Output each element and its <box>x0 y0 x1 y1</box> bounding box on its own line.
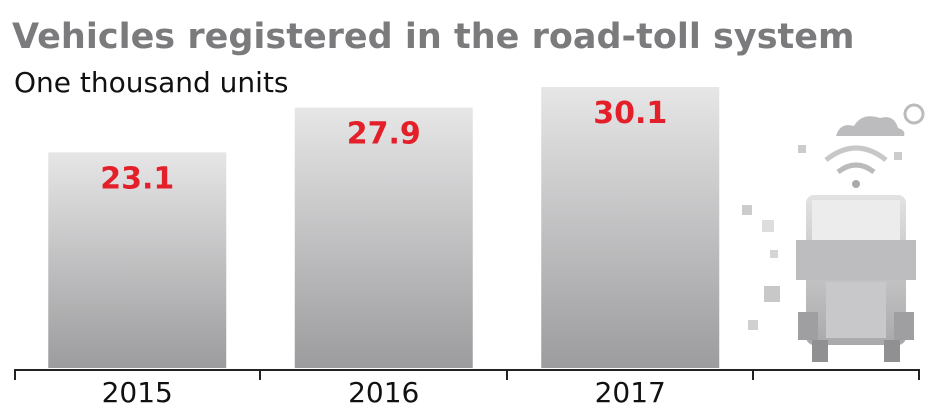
truck-illustration <box>742 103 925 362</box>
value-label: 30.1 <box>593 96 667 131</box>
bar <box>541 87 720 368</box>
chart-title: Vehicles registered in the road-toll sys… <box>12 17 854 57</box>
value-label: 23.1 <box>100 161 174 196</box>
x-tick-label: 2015 <box>102 376 173 409</box>
bar <box>294 107 473 368</box>
x-tick-label: 2017 <box>595 376 666 409</box>
value-label: 27.9 <box>347 117 421 152</box>
x-tick-label: 2016 <box>348 376 419 409</box>
chart-subtitle: One thousand units <box>14 66 289 99</box>
bar <box>48 152 227 368</box>
